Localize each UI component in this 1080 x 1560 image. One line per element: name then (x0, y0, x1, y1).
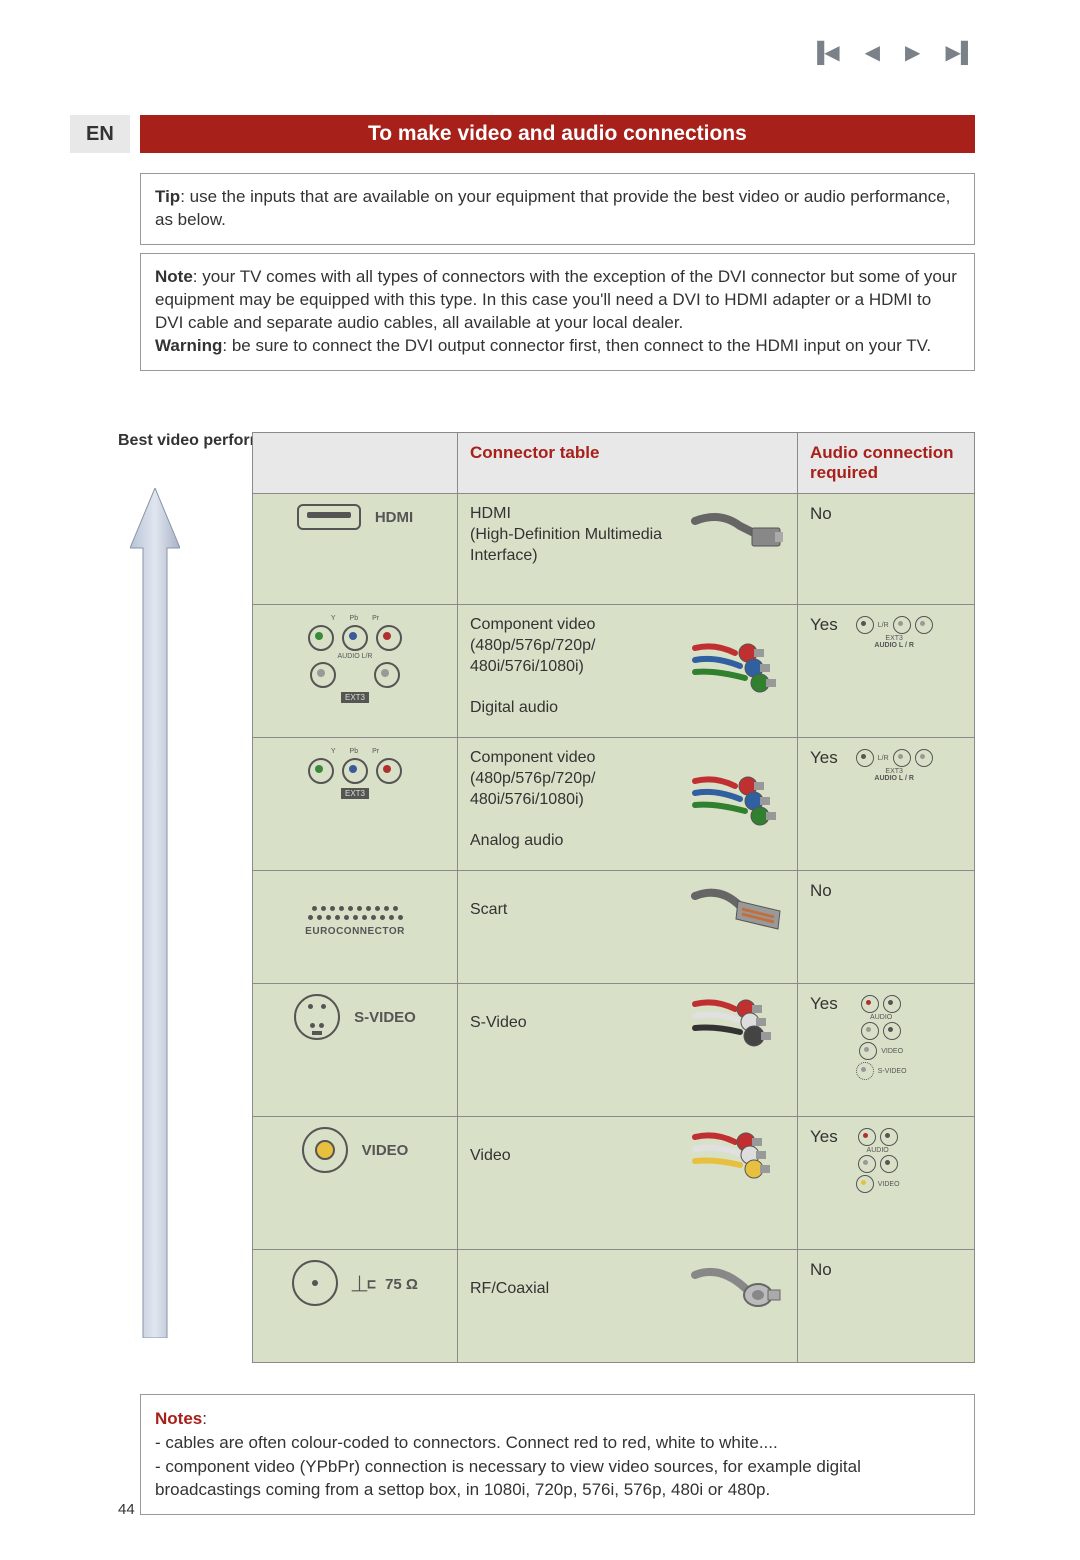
row-video: VIDEO Video (253, 1117, 975, 1250)
connector-table: Connector table Audio connection require… (252, 432, 975, 1363)
svideo-cable-icon (690, 994, 785, 1052)
row-scart: EUROCONNECTOR Scart No (253, 871, 975, 984)
hdmi-label: HDMI (375, 509, 413, 526)
hdmi-port-icon (297, 504, 361, 530)
quality-arrow (130, 488, 180, 1338)
notes-title: Notes (155, 1409, 202, 1428)
row-svideo: S-VIDEO S-Video (253, 984, 975, 1117)
comp-analog-audio: Yes (810, 748, 838, 768)
skip-next-icon[interactable]: ▶▌ (945, 40, 975, 65)
page: ▐◀ ◀ ▶ ▶▌ EN To make video and audio con… (0, 0, 1080, 1560)
svideo-label: S-VIDEO (354, 1009, 416, 1026)
lang-badge: EN (70, 115, 130, 153)
coax-audio: No (798, 1250, 975, 1363)
nav-controls: ▐◀ ◀ ▶ ▶▌ (810, 40, 975, 65)
video-label: VIDEO (362, 1142, 409, 1159)
row-component-analog: YPbPr EXT3 Component video (480p/576p/72… (253, 738, 975, 871)
hdmi-desc: HDMI (High-Definition Multimedia Interfa… (470, 504, 674, 566)
next-icon[interactable]: ▶ (905, 40, 920, 65)
component-cable-icon (690, 638, 785, 696)
warning-label: Warning (155, 336, 222, 355)
av-panel-icon: AUDIO VIDEO S-VIDEO (856, 994, 907, 1081)
video-jack-icon (302, 1127, 348, 1173)
component-cable-icon (690, 771, 785, 829)
table-header-row: Connector table Audio connection require… (253, 433, 975, 494)
ext3-audio-icon: L/R EXT3 AUDIO L / R (856, 615, 933, 649)
scart-audio: No (798, 871, 975, 984)
note-label: Note (155, 267, 193, 286)
coax-label: ⏊⊏ 75 Ω (352, 1273, 418, 1294)
coax-desc: RF/Coaxial (470, 1279, 674, 1300)
notes-box: Notes: - cables are often colour-coded t… (140, 1394, 975, 1515)
coax-cable-icon (690, 1260, 785, 1318)
page-title: To make video and audio connections (140, 115, 975, 153)
comp-digital-desc: Component video (480p/576p/720p/ 480i/57… (470, 615, 674, 719)
video-desc: Video (470, 1146, 674, 1167)
svideo-jack-icon (294, 994, 340, 1040)
warning-text: : be sure to connect the DVI output conn… (222, 336, 931, 355)
svideo-audio: Yes (810, 994, 838, 1014)
composite-cable-icon (690, 1127, 785, 1185)
coax-jack-icon (292, 1260, 338, 1306)
component-jacks-icon: YPbPr AUDIO L/R EXT3 (265, 615, 445, 703)
row-coax: ⏊⊏ 75 Ω RF/Coaxial No (253, 1250, 975, 1363)
note-text: : your TV comes with all types of connec… (155, 267, 957, 332)
hdmi-cable-icon (690, 506, 785, 564)
ext3-audio-icon: L/R EXT3 AUDIO L / R (856, 748, 933, 782)
hdmi-audio: No (798, 494, 975, 605)
tip-box: Tip: use the inputs that are available o… (140, 173, 975, 245)
page-number: 44 (118, 1501, 135, 1518)
svideo-desc: S-Video (470, 1013, 674, 1034)
scart-desc: Scart (470, 900, 674, 921)
prev-icon[interactable]: ◀ (865, 40, 880, 65)
scart-icon: EUROCONNECTOR (265, 881, 445, 961)
note-item-2: component video (YPbPr) connection is ne… (155, 1457, 861, 1500)
video-audio: Yes (810, 1127, 838, 1147)
note-box: Note: your TV comes with all types of co… (140, 253, 975, 371)
note-item-1: cables are often colour-coded to connect… (165, 1433, 777, 1452)
header-connector: Connector table (458, 433, 798, 494)
header: EN To make video and audio connections (70, 115, 975, 153)
av-panel-icon: AUDIO VIDEO (856, 1127, 900, 1194)
row-component-digital: YPbPr AUDIO L/R EXT3 Component video (48… (253, 605, 975, 738)
component-jacks-icon: YPbPr EXT3 (265, 748, 445, 799)
tip-text: : use the inputs that are available on y… (155, 187, 950, 229)
comp-analog-desc: Component video (480p/576p/720p/ 480i/57… (470, 748, 674, 852)
connector-table-container: Connector table Audio connection require… (252, 432, 975, 1363)
row-hdmi: HDMI HDMI (High-Definition Multimedia In… (253, 494, 975, 605)
scart-cable-icon (690, 881, 785, 939)
header-audio: Audio connection required (798, 433, 975, 494)
skip-prev-icon[interactable]: ▐◀ (810, 40, 840, 65)
tip-label: Tip (155, 187, 180, 206)
comp-digital-audio: Yes (810, 615, 838, 635)
